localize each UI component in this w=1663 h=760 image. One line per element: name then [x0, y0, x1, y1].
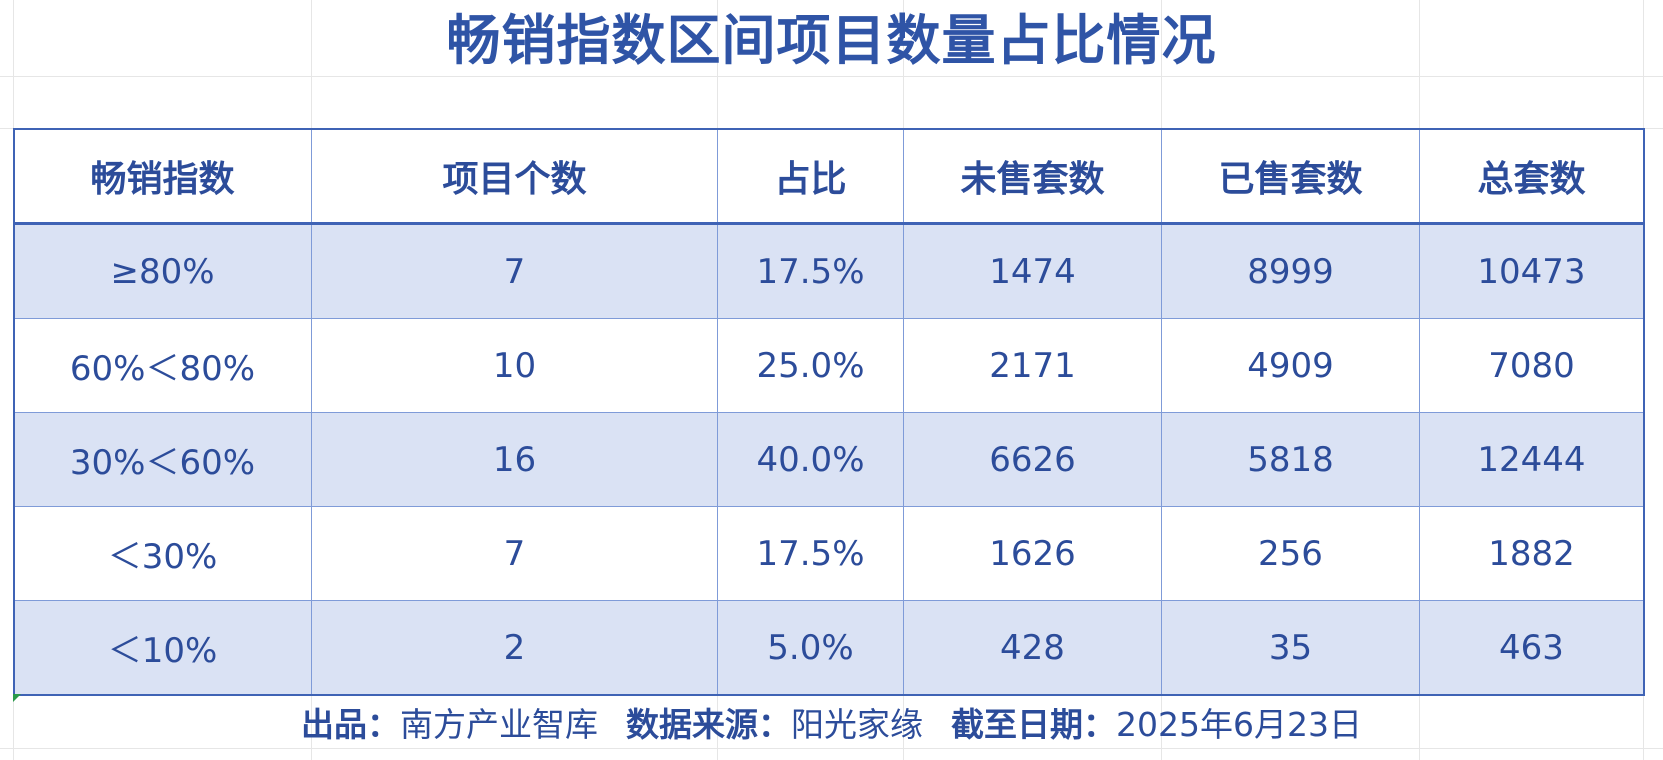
cell-marker	[13, 694, 21, 702]
header-cell: 畅销指数	[13, 128, 312, 225]
table-cell: 12444	[1419, 412, 1644, 507]
table-cell: 5818	[1161, 412, 1420, 507]
table-cell: 17.5%	[717, 506, 904, 601]
page-title: 畅销指数区间项目数量占比情况	[446, 9, 1217, 72]
header-cell: 总套数	[1419, 128, 1644, 225]
header-cell: 已售套数	[1161, 128, 1420, 225]
table-cell: 5.0%	[717, 600, 904, 695]
table-cell: 463	[1419, 600, 1644, 695]
table-cell: 1882	[1419, 506, 1644, 601]
header-cell: 占比	[717, 128, 904, 225]
table-cell: 1474	[903, 223, 1162, 319]
table-cell: 10	[311, 318, 718, 413]
table-row: ＜10% 2 5.0% 428 35 463	[13, 600, 1644, 695]
table-row: 30%＜60% 16 40.0% 6626 5818 12444	[13, 412, 1644, 507]
table-cell: 35	[1161, 600, 1420, 695]
table-cell: 60%＜80%	[13, 318, 312, 413]
date-label: 截至日期：	[951, 705, 1116, 744]
table-cell: 4909	[1161, 318, 1420, 413]
data-table: 畅销指数 项目个数 占比 未售套数 已售套数 总套数 ≥80% 7 17.5% …	[13, 128, 1644, 695]
table-row: ≥80% 7 17.5% 1474 8999 10473	[13, 223, 1644, 319]
table-row: 60%＜80% 10 25.0% 2171 4909 7080	[13, 318, 1644, 413]
table-cell: 30%＜60%	[13, 412, 312, 507]
footer-credits: 出品：南方产业智库 数据来源：阳光家缘 截至日期：2025年6月23日	[0, 700, 1663, 750]
producer-label: 出品：	[301, 705, 400, 744]
table-cell: 25.0%	[717, 318, 904, 413]
source-label: 数据来源：	[626, 705, 791, 744]
table-cell: 1626	[903, 506, 1162, 601]
table-cell: 7	[311, 506, 718, 601]
header-cell: 项目个数	[311, 128, 718, 225]
table-cell: 2171	[903, 318, 1162, 413]
table-row: ＜30% 7 17.5% 1626 256 1882	[13, 506, 1644, 601]
date-value: 2025年6月23日	[1116, 705, 1362, 744]
table-cell: 2	[311, 600, 718, 695]
table-cell: 7080	[1419, 318, 1644, 413]
source-value: 阳光家缘	[791, 705, 923, 744]
table-cell: ＜10%	[13, 600, 312, 695]
table-cell: 7	[311, 223, 718, 319]
data-table-container: 畅销指数 项目个数 占比 未售套数 已售套数 总套数 ≥80% 7 17.5% …	[13, 128, 1644, 695]
table-cell: ＜30%	[13, 506, 312, 601]
table-cell: 8999	[1161, 223, 1420, 319]
table-cell: 428	[903, 600, 1162, 695]
table-cell: ≥80%	[13, 223, 312, 319]
table-cell: 17.5%	[717, 223, 904, 319]
table-cell: 16	[311, 412, 718, 507]
table-cell: 40.0%	[717, 412, 904, 507]
table-cell: 10473	[1419, 223, 1644, 319]
table-cell: 6626	[903, 412, 1162, 507]
header-cell: 未售套数	[903, 128, 1162, 225]
table-cell: 256	[1161, 506, 1420, 601]
table-header-row: 畅销指数 项目个数 占比 未售套数 已售套数 总套数	[13, 128, 1644, 225]
producer-value: 南方产业智库	[400, 705, 598, 744]
